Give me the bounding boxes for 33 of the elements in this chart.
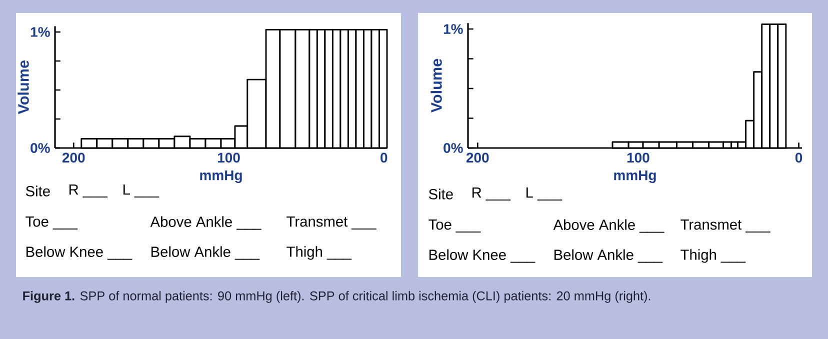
text: Thigh ___: [680, 249, 746, 263]
y-tick-label: 1%: [30, 27, 50, 37]
text: Above Ankle ___: [553, 219, 664, 233]
y-tick-label: 0%: [444, 143, 463, 153]
x-tick-label: 100: [218, 152, 240, 163]
text: Toe ___: [26, 216, 78, 230]
y-tick-label: 1%: [444, 24, 463, 34]
text: Site: [428, 188, 453, 200]
text: Transmet ___: [680, 219, 770, 232]
x-tick-label: 0: [795, 152, 802, 163]
x-tick-label: 200: [62, 152, 85, 163]
text: Site: [26, 186, 50, 196]
text: L ___: [526, 188, 562, 200]
text: Toe ___: [428, 219, 481, 232]
text: Above Ankle ___: [150, 216, 262, 230]
text: Below Ankle ___: [554, 249, 663, 263]
x-axis-title: mmHg: [614, 170, 656, 184]
x-tick-label: 100: [627, 152, 650, 163]
text: R ___: [472, 188, 511, 200]
x-tick-label: 0: [380, 152, 388, 163]
text: Below Knee ___: [26, 246, 132, 260]
text: Transmet ___: [286, 216, 376, 230]
text: L ___: [123, 184, 160, 198]
y-axis-title: Volume: [18, 60, 29, 114]
x-tick-label: 200: [466, 152, 489, 163]
text: Below Knee ___: [429, 249, 536, 263]
text: R ___: [69, 184, 108, 198]
y-axis-title: Volume: [430, 58, 442, 113]
x-axis-title: mmHg: [200, 170, 242, 184]
text: Below Ankle ___: [151, 246, 260, 260]
text: Thigh ___: [286, 246, 352, 260]
y-tick-label: 0%: [30, 143, 50, 153]
text: Figure 1. SPP of normal patients: 90 mmHg (left). SPP of critical limb ischemia (CLI) patients: 20 mmHg (right).: [23, 291, 650, 303]
